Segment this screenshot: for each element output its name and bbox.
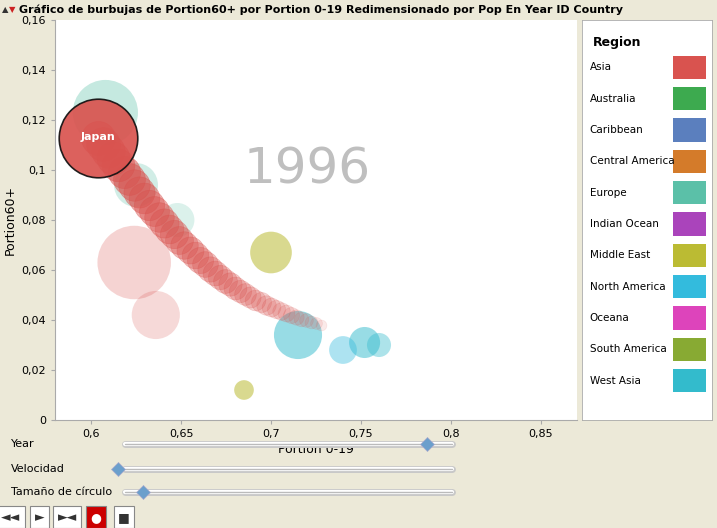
Y-axis label: Portion60+: Portion60+ — [4, 185, 17, 255]
Bar — [673, 369, 706, 392]
Point — [150, 311, 161, 319]
Point — [123, 174, 134, 183]
Point — [133, 187, 145, 196]
Bar — [673, 212, 706, 235]
Text: ●: ● — [90, 511, 102, 524]
Bar — [673, 181, 706, 204]
Bar — [673, 306, 706, 330]
Point — [250, 295, 261, 304]
Point — [98, 140, 109, 149]
Text: 1996: 1996 — [244, 146, 371, 194]
Text: Central America: Central America — [590, 156, 675, 166]
Text: Caribbean: Caribbean — [590, 125, 644, 135]
Bar — [673, 149, 706, 173]
Point — [315, 321, 327, 329]
Point — [260, 300, 271, 309]
Text: Indian Ocean: Indian Ocean — [590, 219, 659, 229]
Point — [171, 216, 183, 224]
Point — [148, 206, 160, 215]
Text: Gráfico de burbujas de Portion60+ por Portion 0-19 Redimensionado por Pop En Yea: Gráfico de burbujas de Portion60+ por Po… — [19, 5, 623, 15]
Point — [92, 133, 104, 142]
Point — [229, 284, 241, 292]
Text: ▲: ▲ — [2, 5, 9, 14]
Point — [359, 338, 371, 347]
Text: Velocidad: Velocidad — [11, 464, 65, 474]
Point — [310, 319, 322, 328]
Point — [143, 201, 155, 209]
Point — [275, 307, 287, 315]
Point — [244, 293, 256, 301]
Point — [163, 224, 175, 233]
Point — [295, 314, 307, 323]
Point — [174, 235, 185, 244]
Text: South America: South America — [590, 344, 667, 354]
Point — [270, 305, 282, 313]
Point — [300, 316, 312, 324]
Point — [239, 290, 251, 298]
Point — [199, 260, 211, 269]
Point — [108, 154, 119, 163]
Text: Oceana: Oceana — [590, 313, 630, 323]
Text: Region: Region — [592, 36, 641, 49]
Text: Middle East: Middle East — [590, 250, 650, 260]
Text: Tamaño de círculo: Tamaño de círculo — [11, 487, 112, 497]
Text: ►◄: ►◄ — [58, 511, 77, 524]
Bar — [673, 118, 706, 142]
Point — [128, 181, 139, 190]
Point — [179, 241, 190, 249]
Text: West Asia: West Asia — [590, 375, 641, 385]
Point — [293, 331, 304, 339]
Point — [194, 256, 205, 264]
Point — [168, 230, 180, 239]
Point — [265, 303, 277, 311]
Point — [204, 265, 216, 273]
Bar — [673, 337, 706, 361]
Point — [113, 161, 124, 169]
Text: ◄◄: ◄◄ — [1, 511, 20, 524]
Point — [103, 147, 114, 156]
Point — [238, 386, 250, 394]
Bar — [673, 243, 706, 267]
Text: ▼: ▼ — [9, 5, 16, 14]
Text: North America: North America — [590, 281, 665, 291]
Text: Japan: Japan — [81, 133, 115, 143]
X-axis label: Portion 0-19: Portion 0-19 — [278, 443, 354, 456]
Text: Europe: Europe — [590, 187, 627, 197]
Point — [265, 248, 277, 257]
Point — [219, 277, 231, 285]
Bar — [673, 275, 706, 298]
Point — [209, 269, 221, 277]
Text: ■: ■ — [118, 511, 130, 524]
Point — [305, 317, 317, 326]
Point — [337, 346, 348, 354]
Point — [138, 194, 150, 203]
Text: Year: Year — [11, 439, 34, 449]
Point — [224, 280, 236, 288]
Point — [285, 311, 297, 319]
Point — [234, 287, 246, 295]
Bar — [673, 55, 706, 79]
Point — [280, 309, 292, 317]
Point — [158, 219, 170, 227]
Point — [92, 133, 104, 142]
Point — [189, 251, 200, 259]
Point — [290, 313, 302, 321]
Bar — [673, 87, 706, 110]
Point — [100, 108, 111, 117]
Text: Australia: Australia — [590, 93, 636, 103]
Point — [128, 258, 140, 267]
Text: Asia: Asia — [590, 62, 612, 72]
Point — [153, 213, 165, 221]
Point — [130, 181, 142, 189]
Point — [374, 341, 385, 349]
Point — [118, 168, 129, 176]
Point — [214, 272, 226, 281]
Point — [255, 298, 266, 306]
Point — [184, 246, 195, 254]
Text: ►: ► — [34, 511, 44, 524]
